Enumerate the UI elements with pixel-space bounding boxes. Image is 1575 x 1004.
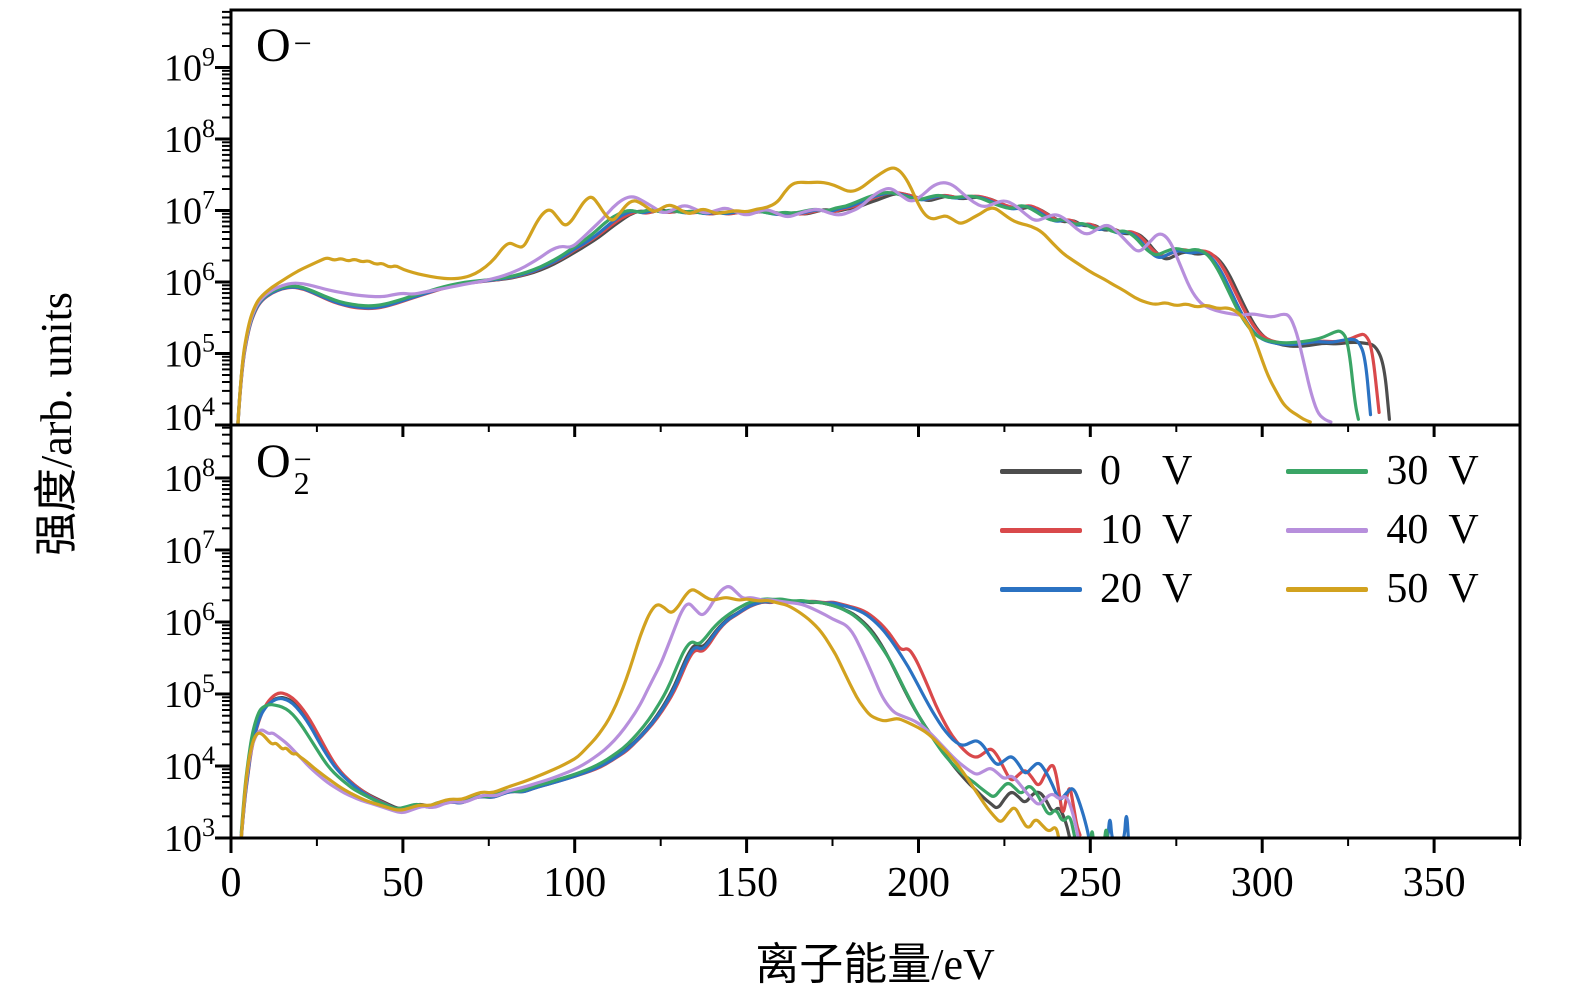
svg-text:50: 50 (382, 860, 424, 906)
svg-text:150: 150 (715, 860, 778, 906)
panel-label-o2-minus: O −2 (256, 435, 312, 501)
svg-text:107: 107 (164, 525, 215, 572)
svg-text:0: 0 (221, 860, 242, 906)
svg-text:109: 109 (164, 43, 215, 90)
y-axis-label: 强度/arb. units (32, 292, 81, 556)
legend-line-swatch-10v (1000, 527, 1082, 533)
series-40V-o (236, 181, 1333, 425)
legend-line-swatch-30v (1286, 468, 1369, 474)
legend-item-50v: 50 V (1286, 565, 1479, 613)
legend-item-10v: 10 V (1000, 506, 1192, 554)
svg-text:300: 300 (1231, 860, 1294, 906)
svg-text:106: 106 (164, 597, 215, 644)
series-50V-o (236, 166, 1312, 425)
svg-text:107: 107 (164, 186, 215, 233)
svg-text:106: 106 (164, 257, 215, 304)
legend-line-swatch-50v (1286, 586, 1369, 592)
series-30V-o2 (239, 597, 1110, 838)
svg-text:200: 200 (887, 860, 950, 906)
svg-text:104: 104 (164, 392, 215, 439)
svg-text:103: 103 (164, 813, 215, 860)
svg-text:350: 350 (1403, 860, 1466, 906)
legend-item-20v: 20 V (1000, 565, 1192, 613)
legend-item-40v: 40 V (1286, 506, 1479, 554)
legend-item-30v: 30 V (1286, 447, 1479, 495)
series-30V-o (236, 191, 1360, 425)
legend-line-swatch-20v (1000, 586, 1082, 592)
legend-line-swatch-0v (1000, 468, 1082, 474)
svg-text:108: 108 (164, 114, 215, 161)
series-50V-o2 (239, 588, 1061, 838)
svg-text:250: 250 (1059, 860, 1122, 906)
panel-label-o-minus: O − (256, 19, 312, 72)
svg-text:105: 105 (164, 669, 215, 716)
svg-text:100: 100 (543, 860, 606, 906)
x-axis-label: 离子能量/eV (755, 940, 995, 989)
series-20V-o (236, 191, 1373, 425)
svg-text:104: 104 (164, 741, 215, 788)
svg-text:105: 105 (164, 329, 215, 376)
legend-line-swatch-40v (1286, 527, 1369, 533)
svg-text:108: 108 (164, 453, 215, 500)
